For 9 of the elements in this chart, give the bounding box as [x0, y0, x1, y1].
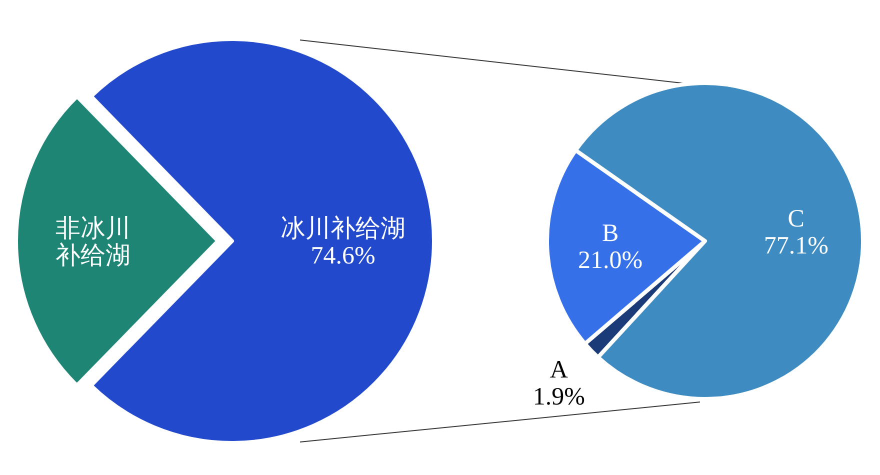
slice-label: A [550, 356, 568, 384]
slice-label: B [602, 220, 619, 248]
slice-label: C [788, 206, 804, 233]
data-label: 1.9% [532, 383, 585, 410]
data-label: 21.0% [578, 247, 643, 274]
slice-label: 冰川补给湖 [280, 214, 406, 243]
data-label: 74.6% [310, 242, 376, 270]
data-label: 77.1% [764, 232, 828, 260]
slice-label: 非冰川补给湖 [55, 215, 130, 270]
